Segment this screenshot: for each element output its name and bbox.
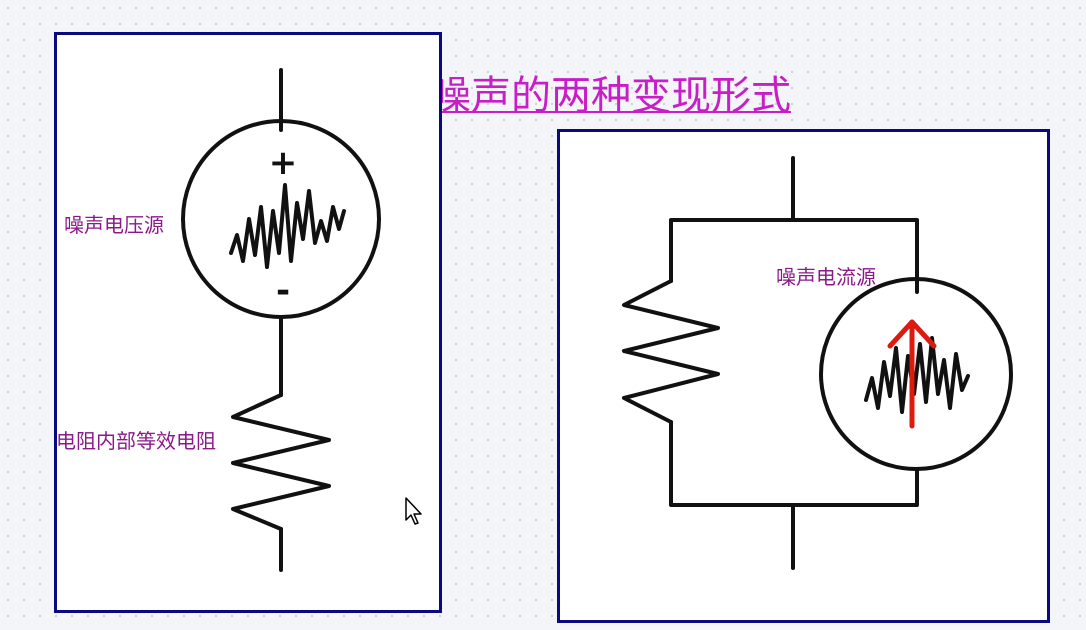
voltage-source-circuit-diagram: + - bbox=[181, 68, 381, 572]
noise-current-source-label: 噪声电流源 bbox=[776, 265, 876, 289]
resistor-zigzag bbox=[622, 279, 720, 424]
noise-voltage-source-panel: + - bbox=[54, 32, 442, 613]
mouse-pointer-icon bbox=[405, 497, 422, 525]
noise-voltage-source-label: 噪声电压源 bbox=[64, 213, 164, 237]
noise-waveform bbox=[864, 336, 970, 414]
noise-waveform bbox=[229, 183, 346, 269]
minus-sign: - bbox=[276, 271, 290, 311]
top-rail bbox=[669, 218, 919, 294]
noise-current-source-panel bbox=[557, 129, 1050, 623]
page-title: 噪声的两种变现形式 bbox=[431, 73, 791, 119]
plus-sign: + bbox=[269, 143, 298, 183]
internal-equivalent-resistor-label: 电阻内部等效电阻 bbox=[56, 429, 216, 453]
current-source-circuit-diagram bbox=[622, 156, 1013, 570]
current-direction-arrow-icon bbox=[887, 319, 937, 429]
resistor-zigzag bbox=[231, 393, 331, 531]
